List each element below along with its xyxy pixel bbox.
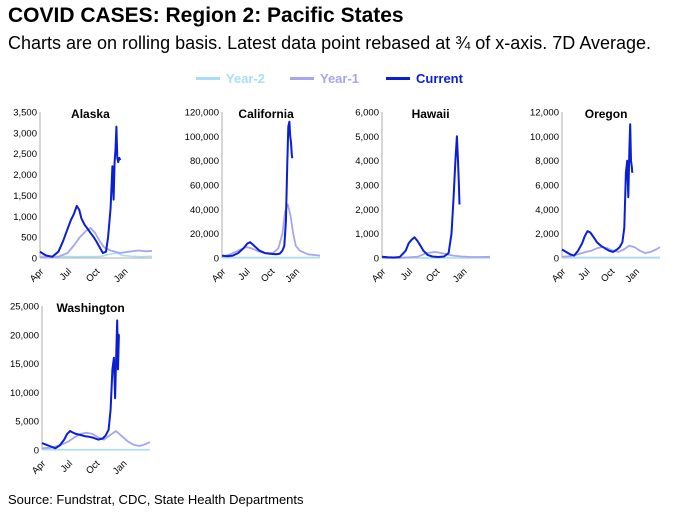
y-tick-label: 4,000	[355, 156, 379, 167]
y-tick-label: 0	[374, 254, 379, 265]
y-tick-label: 80,000	[190, 156, 219, 167]
legend-label: Year-1	[320, 71, 360, 86]
chart-california: California 0 20,000 40,000 60,000 80,000 100,0…	[185, 107, 321, 285]
y-tick-label: 3,500	[13, 108, 37, 119]
x-tick-label: Apr	[210, 266, 228, 284]
chart-alaska: Alaska 0 500 1,000 1,500 2,000 2,500 3,000 3,500…	[13, 107, 153, 285]
x-tick-label: Oct	[84, 266, 102, 284]
page-subtitle: Charts are on rolling basis. Latest data…	[8, 33, 652, 53]
chart-washington: Washington 0 5,000 10,000 15,000 20,000 25,000…	[10, 301, 151, 477]
y-tick-label: 40,000	[190, 205, 219, 216]
y-tick-label: 4,000	[535, 205, 559, 216]
y-tick-label: 60,000	[190, 181, 219, 192]
y-tick-label: 12,000	[530, 108, 559, 119]
y-tick-label: 1,500	[13, 191, 37, 202]
y-tick-label: 1,000	[13, 212, 37, 223]
y-tick-label: 0	[34, 446, 39, 457]
x-tick-label: Jan	[112, 266, 131, 285]
series-line-year-1	[221, 203, 321, 258]
x-tick-label: Jan	[111, 458, 130, 477]
x-tick-label: Oct	[84, 458, 102, 476]
y-tick-label: 5,000	[15, 417, 39, 428]
y-tick-label: 10,000	[530, 132, 559, 143]
x-tick-label: Jan	[623, 266, 642, 285]
source-note: Source: Fundstrat, CDC, State Health Dep…	[8, 492, 304, 507]
chart-title: Oregon	[585, 107, 628, 121]
y-tick-label: 10,000	[10, 388, 39, 399]
x-tick-label: Jul	[576, 266, 592, 282]
y-tick-label: 20,000	[10, 330, 39, 341]
x-tick-label: Apr	[370, 266, 388, 284]
x-tick-label: Apr	[550, 266, 568, 284]
series-line-current	[381, 135, 461, 259]
y-tick-label: 6,000	[535, 181, 559, 192]
y-tick-label: 0	[32, 254, 37, 265]
chart-title: Alaska	[71, 107, 110, 121]
y-tick-label: 25,000	[10, 302, 39, 313]
y-tick-label: 6,000	[355, 108, 379, 119]
y-tick-label: 500	[21, 233, 37, 244]
x-tick-label: Apr	[30, 458, 48, 476]
y-tick-label: 3,000	[355, 181, 379, 192]
x-tick-label: Jan	[451, 266, 470, 285]
chart-title: Washington	[56, 301, 124, 315]
legend-swatch	[290, 77, 314, 80]
x-tick-label: Jul	[58, 266, 74, 282]
legend-swatch	[196, 77, 220, 80]
series-line-current	[39, 125, 122, 258]
y-tick-label: 2,000	[535, 229, 559, 240]
chart-title: California	[238, 107, 294, 121]
series-line-current	[221, 120, 294, 258]
y-tick-label: 100,000	[185, 132, 219, 143]
y-tick-label: 5,000	[355, 132, 379, 143]
y-tick-label: 3,000	[13, 128, 37, 139]
series-line-year-2	[39, 252, 153, 258]
y-tick-label: 8,000	[535, 156, 559, 167]
x-tick-label: Jul	[399, 266, 415, 282]
y-tick-label: 2,500	[13, 149, 37, 160]
y-tick-label: 2,000	[355, 205, 379, 216]
legend-label: Current	[416, 71, 463, 86]
y-tick-label: 20,000	[190, 229, 219, 240]
chart-oregon: Oregon 0 2,000 4,000 6,000 8,000 10,000 12,000 A…	[530, 107, 661, 285]
x-tick-label: Jan	[283, 266, 302, 285]
legend-item-current: Current	[386, 71, 463, 86]
page-title: COVID CASES: Region 2: Pacific States	[8, 4, 404, 27]
y-tick-label: 0	[214, 254, 219, 265]
x-tick-label: Oct	[599, 266, 617, 284]
x-tick-label: Oct	[259, 266, 277, 284]
x-tick-label: Oct	[424, 266, 442, 284]
y-tick-label: 15,000	[10, 359, 39, 370]
y-tick-label: 1,000	[355, 229, 379, 240]
legend-item-year-2: Year-2	[196, 71, 265, 86]
legend-label: Year-2	[226, 71, 266, 86]
x-tick-label: Jul	[59, 458, 75, 474]
chart-hawaii: Hawaii 0 1,000 2,000 3,000 4,000 5,000 6,000 Apr…	[355, 107, 491, 285]
series-line-current	[41, 319, 120, 450]
x-tick-label: Jul	[236, 266, 252, 282]
legend: Year-2 Year-1 Current	[0, 71, 681, 89]
legend-swatch	[386, 77, 410, 80]
y-tick-label: 0	[554, 254, 559, 265]
y-tick-label: 120,000	[185, 108, 219, 119]
series-line-year-1	[39, 227, 153, 259]
y-tick-label: 2,000	[13, 170, 37, 181]
series-line-current	[561, 123, 634, 257]
x-tick-label: Apr	[28, 266, 46, 284]
legend-item-year-1: Year-1	[290, 71, 359, 86]
chart-title: Hawaii	[412, 107, 450, 121]
